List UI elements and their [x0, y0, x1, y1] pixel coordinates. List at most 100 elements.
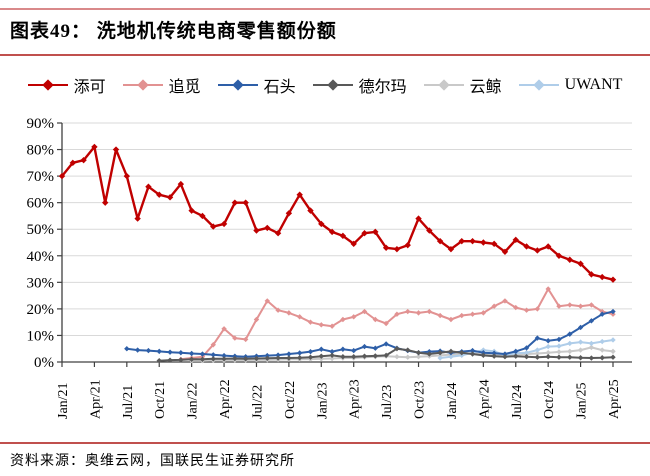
data-point-shitou: [610, 308, 616, 315]
legend-marker-tianke-icon: [27, 79, 68, 91]
data-point-tianke: [523, 243, 530, 250]
series-line-yunjing: [190, 346, 614, 362]
data-point-deerma: [394, 346, 400, 352]
data-point-zhuimi: [264, 298, 270, 304]
data-point-tianke: [501, 248, 509, 255]
data-point-tianke: [480, 239, 487, 246]
x-tick-label: Oct/23: [413, 381, 428, 419]
data-point-shitou: [351, 347, 357, 354]
data-point-uwant: [588, 340, 595, 347]
data-point-deerma: [459, 350, 465, 356]
data-point-zhuimi: [588, 302, 595, 308]
figure-title: 图表49： 洗地机传统电商零售额份额: [10, 21, 337, 42]
series-zhuimi: [178, 286, 616, 363]
data-point-shitou: [134, 347, 141, 353]
data-point-tianke: [112, 146, 120, 153]
chart-legend: 添可 追觅 石头 德尔玛 云鲸 UWANT: [0, 74, 650, 96]
data-point-uwant: [610, 337, 616, 343]
data-point-zhuimi: [405, 308, 411, 315]
data-point-shitou: [577, 324, 584, 331]
data-point-zhuimi: [296, 314, 303, 320]
chart-area: 0% 10% 20% 30% 40% 50% 60% 70% 80% 90% Jan/21 Apr/2…: [0, 100, 650, 440]
data-point-zhuimi: [351, 314, 357, 320]
data-point-shitou: [513, 348, 519, 355]
data-point-zhuimi: [523, 307, 530, 313]
data-point-tianke: [145, 183, 152, 190]
data-point-deerma: [567, 354, 573, 360]
legend-marker-yunjing-icon: [423, 79, 464, 91]
data-point-zhuimi: [556, 303, 562, 309]
data-point-tianke: [555, 252, 563, 259]
data-point-zhuimi: [426, 308, 433, 315]
bottom-rule: [0, 442, 650, 444]
data-point-tianke: [577, 260, 584, 267]
legend-item-zhuimi: 追觅: [122, 73, 201, 97]
data-point-deerma: [307, 354, 314, 360]
data-point-deerma: [178, 357, 184, 363]
data-point-zhuimi: [361, 308, 368, 315]
legend-marker-deerma-icon: [312, 79, 353, 91]
data-point-shitou: [523, 345, 530, 351]
data-point-zhuimi: [415, 310, 422, 316]
data-point-yunjing: [405, 354, 411, 360]
data-point-deerma: [599, 355, 605, 361]
data-point-tianke: [544, 243, 552, 250]
y-tick-label: 40%: [27, 249, 55, 265]
legend-item-yunjing: 云鲸: [423, 73, 502, 97]
data-point-zhuimi: [221, 326, 227, 332]
data-point-zhuimi: [545, 286, 551, 292]
data-point-deerma: [156, 357, 162, 364]
source-note: 资料来源：奥维云网，国联民生证券研究所: [10, 454, 295, 469]
x-tick-label: Oct/24: [542, 381, 557, 419]
data-point-tianke: [598, 273, 606, 281]
data-point-tianke: [318, 220, 325, 228]
data-point-deerma: [577, 355, 584, 361]
data-point-deerma: [588, 355, 595, 361]
data-point-tianke: [253, 227, 260, 234]
legend-marker-uwant-icon: [518, 79, 559, 91]
data-point-zhuimi: [253, 316, 260, 323]
data-point-tianke: [242, 199, 249, 206]
series-line-shitou: [125, 310, 614, 358]
data-point-tianke: [210, 223, 217, 230]
data-point-deerma: [415, 350, 422, 356]
series-tianke: [58, 143, 617, 283]
data-point-tianke: [166, 194, 174, 201]
y-tick-label: 10%: [27, 328, 55, 344]
data-point-yunjing: [588, 344, 595, 351]
legend-item-shitou: 石头: [217, 73, 296, 97]
data-point-deerma: [296, 355, 303, 361]
data-point-shitou: [296, 350, 303, 356]
y-tick-label: 60%: [27, 196, 55, 212]
x-tick-label: Oct/21: [153, 381, 168, 419]
data-point-deerma: [502, 353, 508, 360]
data-point-tianke: [91, 143, 98, 151]
data-point-shitou: [556, 336, 562, 343]
data-point-tianke: [588, 271, 595, 278]
data-point-zhuimi: [232, 335, 238, 341]
data-point-deerma: [405, 347, 411, 353]
data-point-zhuimi: [383, 320, 389, 327]
data-point-shitou: [588, 318, 595, 324]
data-point-shitou: [210, 352, 216, 358]
data-point-zhuimi: [491, 303, 497, 309]
data-point-zhuimi: [448, 316, 454, 323]
data-point-deerma: [232, 355, 238, 362]
data-point-deerma: [351, 353, 357, 360]
x-tick-label: Jul/24: [510, 385, 525, 419]
data-point-shitou: [145, 347, 152, 354]
data-point-zhuimi: [459, 312, 465, 319]
data-point-tianke: [188, 207, 195, 214]
y-tick-label: 70%: [27, 169, 55, 185]
data-point-shitou: [545, 338, 551, 344]
data-point-tianke: [447, 245, 455, 253]
data-point-yunjing: [556, 349, 562, 355]
data-point-zhuimi: [329, 323, 335, 329]
data-point-deerma: [469, 351, 476, 357]
x-tick-label: Oct/22: [283, 381, 298, 419]
data-point-zhuimi: [577, 303, 584, 309]
data-point-tianke: [296, 191, 303, 198]
data-point-uwant: [599, 338, 605, 345]
data-point-tianke: [609, 276, 617, 283]
x-tick-label: Jul/22: [250, 385, 265, 419]
